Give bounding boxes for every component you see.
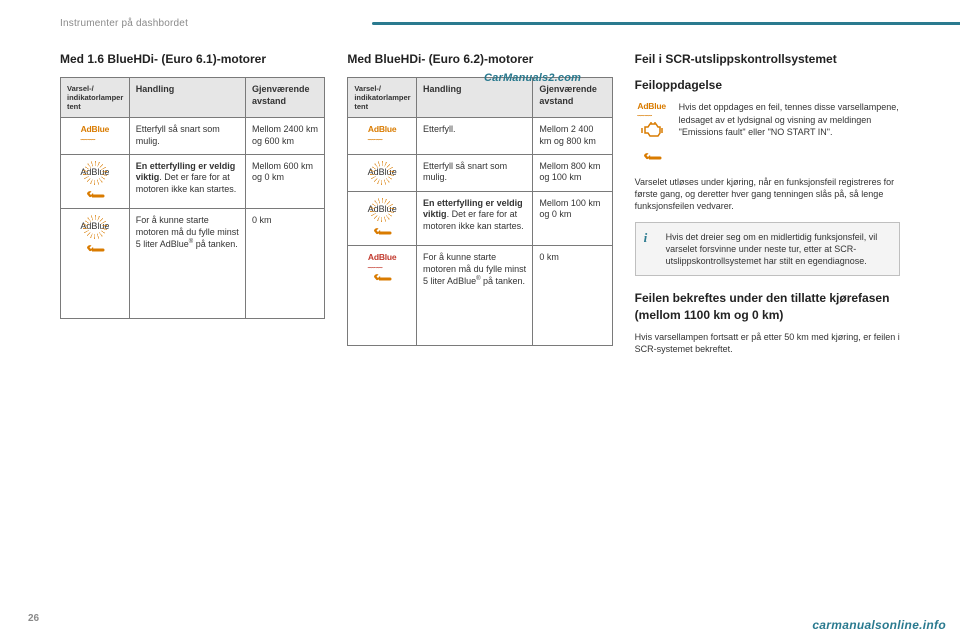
table-header-row: Varsel-/ indikatorlamper tent Handling G… [61,78,325,118]
engine-icon [640,121,664,144]
col3-title1: Feil i SCR-utslippskontrollsystemet [635,51,900,67]
columns: Med 1.6 BlueHDi- (Euro 6.1)-motorer Vars… [60,51,900,363]
range-cell: Mellom 100 km og 0 km [533,191,612,246]
indicator-cell: AdBlue﹏﹏ [61,118,130,154]
column-euro61: Med 1.6 BlueHDi- (Euro 6.1)-motorer Vars… [60,51,325,363]
header-rule [380,22,960,25]
action-cell: Etterfyll. [417,118,533,154]
column-scr-fault: Feil i SCR-utslippskontrollsystemet Feil… [635,51,900,363]
indicator-cell: AdBlue [348,154,417,191]
range-cell: Mellom 800 km og 100 km [533,154,612,191]
info-text: Hvis det dreier seg om en midlertidig fu… [666,231,891,267]
adblue-sunburst-icon: AdBlue [80,215,110,239]
table-row: AdBlue Etterfyll så snart som mulig. Mel… [348,154,612,191]
range-cell: 0 km [533,246,612,346]
action-cell: For å kunne starte motoren må du fylle m… [129,209,245,319]
col2-title: Med BlueHDi- (Euro 6.2)-motorer [347,51,612,67]
range-cell: 0 km [246,209,325,319]
wrench-icon [84,189,106,203]
wrench-icon [84,243,106,257]
adblue-sunburst-icon: AdBlue [367,161,397,185]
range-cell: Mellom 2400 km og 600 km [246,118,325,154]
adblue-icon: AdBlue﹏﹏ [81,124,110,140]
table-row: AdBlue﹏﹏ Etterfyll så snart som mulig. M… [61,118,325,154]
fault-para1: Varselet utløses under kjøring, når en f… [635,176,900,212]
table-row: AdBlue En etterfylling er veldig viktig.… [348,191,612,246]
table-euro61: Varsel-/ indikatorlamper tent Handling G… [60,77,325,319]
manual-page: Instrumenter på dashbordet CarManuals2.c… [0,0,960,640]
info-icon: i [644,231,658,267]
page-number: 26 [28,613,39,624]
table-row: AdBlue En etterfylling er veldig viktig.… [61,154,325,209]
wrench-icon [641,148,663,166]
adblue-icon: AdBlue﹏﹏ [368,252,397,268]
column-euro62: Med BlueHDi- (Euro 6.2)-motorer Varsel-/… [347,51,612,363]
th-indicator: Varsel-/ indikatorlamper tent [348,78,417,118]
fault-icon-text: AdBlue﹏﹏ Hvis det oppdages en feil, tenn… [635,101,900,165]
action-cell: Etterfyll så snart som mulig. [129,118,245,154]
adblue-sunburst-icon: AdBlue [80,161,110,185]
indicator-cell: AdBlue﹏﹏ [348,246,417,346]
range-cell: Mellom 2 400 km og 800 km [533,118,612,154]
info-box: i Hvis det dreier seg om en midlertidig … [635,222,900,276]
th-action: Handling [129,78,245,118]
adblue-sunburst-icon: AdBlue [367,198,397,222]
fault-para2: Hvis varsellampen fortsatt er på etter 5… [635,331,900,355]
action-post: på tanken. [481,276,526,286]
indicator-cell: AdBlue [61,209,130,319]
indicator-cell: AdBlue [61,154,130,209]
col3-title3: Feilen bekreftes under den tillatte kjør… [635,290,900,322]
action-cell: Etterfyll så snart som mulig. [417,154,533,191]
adblue-icon: AdBlue﹏﹏ [637,101,666,116]
table-row: AdBlue﹏﹏ Etterfyll. Mellom 2 400 km og 8… [348,118,612,154]
col3-title2: Feiloppdagelse [635,77,900,93]
wrench-icon [371,226,393,240]
col1-title: Med 1.6 BlueHDi- (Euro 6.1)-motorer [60,51,325,67]
action-cell: For å kunne starte motoren må du fylle m… [417,246,533,346]
action-cell: En etterfylling er veldig viktig. Det er… [417,191,533,246]
th-range: Gjenværende avstand [246,78,325,118]
action-post: på tanken. [193,239,238,249]
th-indicator: Varsel-/ indikatorlamper tent [61,78,130,118]
table-row: AdBlue﹏﹏ For å kunne starte motoren må d… [348,246,612,346]
watermark-top: CarManuals2.com [484,72,581,84]
indicator-cell: AdBlue﹏﹏ [348,118,417,154]
action-cell: En etterfylling er veldig viktig. Det er… [129,154,245,209]
table-euro62: Varsel-/ indikatorlamper tent Handling G… [347,77,612,346]
indicator-cell: AdBlue [348,191,417,246]
adblue-icon: AdBlue﹏﹏ [368,124,397,140]
fault-icons: AdBlue﹏﹏ [635,101,669,165]
fault-description: Hvis det oppdages en feil, tennes disse … [679,101,900,165]
watermark-bottom: carmanualsonline.info [812,618,946,632]
range-cell: Mellom 600 km og 0 km [246,154,325,209]
wrench-icon [371,272,393,286]
table-row: AdBlue For å kunne starte motoren må du … [61,209,325,319]
